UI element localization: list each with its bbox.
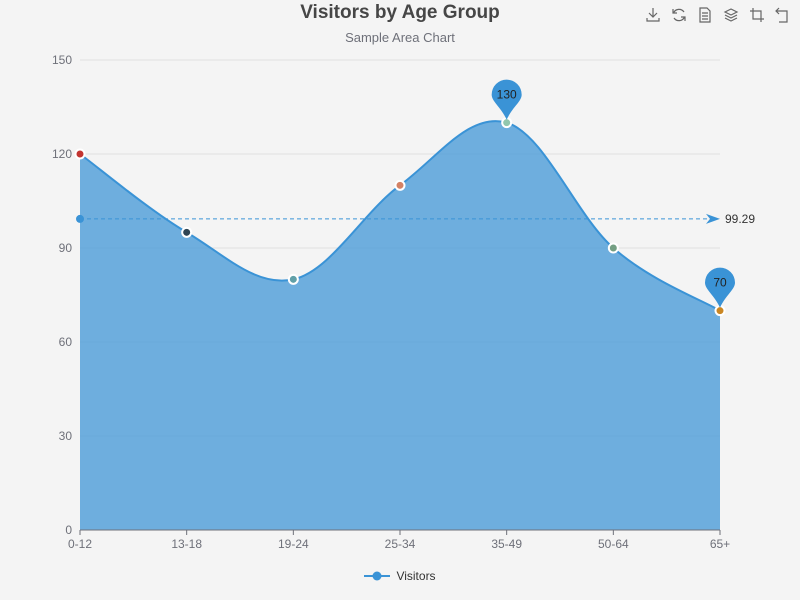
data-view-icon[interactable] [696, 6, 714, 24]
x-tick-label: 0-12 [68, 537, 92, 551]
x-tick-label: 35-49 [491, 537, 522, 551]
x-tick-label: 25-34 [385, 537, 416, 551]
y-tick-label: 60 [59, 335, 73, 349]
mark-point-pin [705, 267, 735, 308]
refresh-icon[interactable] [670, 6, 688, 24]
download-icon[interactable] [644, 6, 662, 24]
average-line-label: 99.29 [725, 212, 755, 226]
average-line-arrow [706, 213, 720, 224]
restore-icon[interactable] [748, 6, 766, 24]
y-tick-label: 120 [52, 147, 72, 161]
stack-icon[interactable] [722, 6, 740, 24]
y-tick-label: 150 [52, 53, 72, 67]
reset-icon[interactable] [774, 6, 792, 24]
x-tick-label: 13-18 [171, 537, 202, 551]
toolbox [644, 6, 792, 26]
data-point[interactable] [74, 148, 86, 160]
data-point[interactable] [394, 179, 406, 191]
x-tick-label: 19-24 [278, 537, 309, 551]
average-line-start [76, 214, 84, 223]
mark-point-pin [491, 79, 522, 120]
area-fill [80, 121, 720, 531]
legend[interactable]: Visitors [0, 569, 800, 583]
y-tick-label: 0 [65, 523, 72, 537]
legend-swatch-visitors [364, 571, 391, 581]
x-tick-label: 50-64 [598, 537, 629, 551]
mark-point-label: 130 [497, 88, 517, 102]
mark-point-label: 70 [713, 276, 727, 290]
chart-title: Visitors by Age Group [300, 2, 500, 23]
data-point[interactable] [181, 226, 193, 238]
legend-label: Visitors [396, 569, 436, 583]
chart-subtitle: Sample Area Chart [345, 30, 455, 45]
x-tick-label: 65+ [710, 537, 730, 551]
data-point[interactable] [607, 242, 619, 254]
y-tick-label: 30 [59, 429, 73, 443]
y-tick-label: 90 [59, 241, 73, 255]
data-point[interactable] [287, 273, 299, 285]
